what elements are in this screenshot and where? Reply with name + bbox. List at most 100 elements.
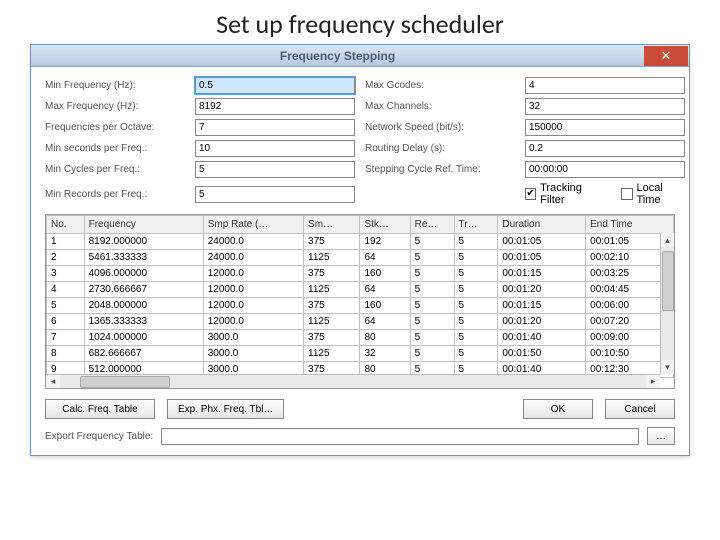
network-speed-input[interactable] [525, 119, 685, 136]
routing-delay-input[interactable] [525, 140, 685, 157]
cancel-button[interactable]: Cancel [605, 399, 675, 419]
th-sm[interactable]: Sm… [304, 216, 360, 234]
cell-smp: 12000.0 [203, 314, 303, 330]
table-row[interactable]: 25461.33333324000.01125645500:01:0500:02… [47, 250, 674, 266]
cell-freq: 1024.000000 [84, 330, 203, 346]
cell-tr: 5 [454, 266, 498, 282]
th-re[interactable]: Re… [410, 216, 454, 234]
cell-freq: 2730.666667 [84, 282, 203, 298]
cell-stk: 80 [360, 330, 410, 346]
cell-sm: 1125 [304, 346, 360, 362]
cell-tr: 5 [454, 346, 498, 362]
table-row[interactable]: 71024.0000003000.0375805500:01:4000:09:0… [47, 330, 674, 346]
form-grid: Min Frequency (Hz): Max Gcodes: Max Freq… [45, 77, 675, 206]
checkbox-row: ✔ Tracking Filter Local Time [525, 182, 685, 206]
browse-button[interactable]: … [647, 427, 675, 445]
max-gcodes-label: Max Gcodes: [365, 80, 515, 91]
cell-re: 5 [410, 250, 454, 266]
cell-tr: 5 [454, 314, 498, 330]
stepping-ref-input[interactable] [525, 161, 685, 178]
cell-no: 2 [47, 250, 85, 266]
cell-no: 6 [47, 314, 85, 330]
cell-freq: 8192.000000 [84, 234, 203, 250]
th-tr[interactable]: Tr… [454, 216, 498, 234]
cell-dur: 00:01:20 [498, 314, 586, 330]
table-row[interactable]: 8682.6666673000.01125325500:01:5000:10:5… [47, 346, 674, 362]
cell-tr: 5 [454, 234, 498, 250]
cell-dur: 00:01:50 [498, 346, 586, 362]
table-row[interactable]: 18192.00000024000.03751925500:01:0500:01… [47, 234, 674, 250]
checkbox-icon [621, 188, 632, 200]
cell-tr: 5 [454, 282, 498, 298]
max-channels-label: Max Channels: [365, 101, 515, 112]
cell-no: 7 [47, 330, 85, 346]
cell-freq: 2048.000000 [84, 298, 203, 314]
export-label: Export Frequency Table: [45, 431, 153, 442]
cell-re: 5 [410, 282, 454, 298]
th-smp[interactable]: Smp Rate (… [203, 216, 303, 234]
cell-dur: 00:01:15 [498, 298, 586, 314]
min-cycles-input[interactable] [195, 161, 355, 178]
cell-sm: 375 [304, 298, 360, 314]
min-freq-input[interactable] [195, 77, 355, 94]
cell-sm: 375 [304, 234, 360, 250]
freq-table-wrap: No. Frequency Smp Rate (… Sm… Stk… Re… T… [45, 214, 675, 389]
local-time-check[interactable]: Local Time [621, 182, 685, 206]
cell-stk: 64 [360, 314, 410, 330]
cell-dur: 00:01:40 [498, 330, 586, 346]
th-no[interactable]: No. [47, 216, 85, 234]
max-channels-input[interactable] [525, 98, 685, 115]
cell-freq: 4096.000000 [84, 266, 203, 282]
table-row[interactable]: 52048.00000012000.03751605500:01:1500:06… [47, 298, 674, 314]
cell-sm: 1125 [304, 282, 360, 298]
th-freq[interactable]: Frequency [84, 216, 203, 234]
cell-dur: 00:01:05 [498, 250, 586, 266]
min-cycles-label: Min Cycles per Freq.: [45, 164, 185, 175]
max-freq-input[interactable] [195, 98, 355, 115]
tracking-filter-label: Tracking Filter [540, 182, 603, 206]
cell-stk: 64 [360, 250, 410, 266]
network-speed-label: Network Speed (bit/s): [365, 122, 515, 133]
local-time-label: Local Time [637, 182, 686, 206]
cell-freq: 1365.333333 [84, 314, 203, 330]
cell-stk: 32 [360, 346, 410, 362]
table-row[interactable]: 34096.00000012000.03751605500:01:1500:03… [47, 266, 674, 282]
horizontal-scrollbar[interactable]: ◂ ▸ [46, 374, 660, 388]
min-records-input[interactable] [195, 186, 355, 203]
ok-button[interactable]: OK [523, 399, 593, 419]
tracking-filter-check[interactable]: ✔ Tracking Filter [525, 182, 603, 206]
th-end[interactable]: End Time [586, 216, 674, 234]
freq-per-octave-input[interactable] [195, 119, 355, 136]
min-records-label: Min Records per Freq.: [45, 189, 185, 200]
cell-tr: 5 [454, 298, 498, 314]
cell-smp: 12000.0 [203, 282, 303, 298]
exp-phx-freq-button[interactable]: Exp. Phx. Freq. Tbl… [167, 399, 284, 419]
export-row: Export Frequency Table: … [45, 427, 675, 445]
table-row[interactable]: 61365.33333312000.01125645500:01:2000:07… [47, 314, 674, 330]
button-row: Calc. Freq. Table Exp. Phx. Freq. Tbl… O… [45, 399, 675, 419]
window-frame: Frequency Stepping ✕ Min Frequency (Hz):… [30, 44, 690, 456]
cell-smp: 24000.0 [203, 234, 303, 250]
cell-re: 5 [410, 314, 454, 330]
vscroll-thumb[interactable] [662, 251, 674, 311]
table-header-row: No. Frequency Smp Rate (… Sm… Stk… Re… T… [47, 216, 674, 234]
th-stk[interactable]: Stk… [360, 216, 410, 234]
cell-re: 5 [410, 346, 454, 362]
max-gcodes-input[interactable] [525, 77, 685, 94]
th-dur[interactable]: Duration [498, 216, 586, 234]
table-row[interactable]: 42730.66666712000.01125645500:01:2000:04… [47, 282, 674, 298]
cell-sm: 1125 [304, 314, 360, 330]
export-path-input[interactable] [161, 428, 639, 445]
calc-freq-table-button[interactable]: Calc. Freq. Table [45, 399, 155, 419]
close-button[interactable]: ✕ [644, 46, 688, 66]
hscroll-thumb[interactable] [80, 376, 170, 388]
cell-dur: 00:01:20 [498, 282, 586, 298]
close-icon: ✕ [661, 48, 672, 64]
vertical-scrollbar[interactable]: ▴ ▾ [660, 233, 674, 374]
min-freq-label: Min Frequency (Hz): [45, 80, 185, 91]
cell-no: 5 [47, 298, 85, 314]
cell-smp: 12000.0 [203, 266, 303, 282]
cell-stk: 192 [360, 234, 410, 250]
min-sec-input[interactable] [195, 140, 355, 157]
cell-stk: 64 [360, 282, 410, 298]
